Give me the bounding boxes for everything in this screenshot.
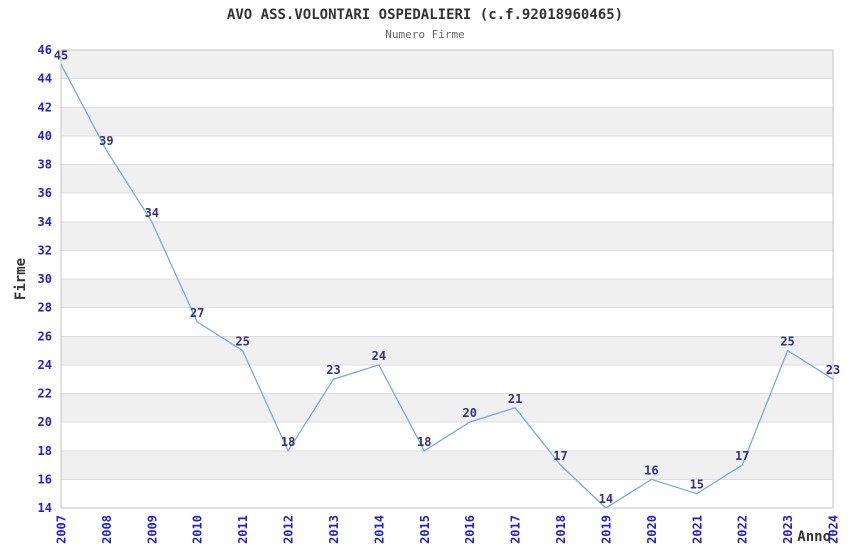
x-tick-label: 2016 [463,515,477,544]
grid-band [61,78,833,108]
y-tick-label: 22 [38,387,52,401]
grid-band [61,164,833,194]
grid-band [61,107,833,136]
data-point-label: 34 [145,206,159,220]
data-point-label: 24 [372,349,386,363]
x-tick-label: 2013 [327,515,341,544]
y-tick-label: 20 [38,415,52,429]
grid-band [61,479,833,508]
grid-band [61,221,833,251]
x-tick-label: 2022 [736,515,750,544]
x-tick-label: 2008 [100,515,114,544]
plot-border [60,49,834,509]
y-tick-label: 26 [38,329,52,343]
data-point-label: 20 [462,406,476,420]
grid-band [61,135,833,165]
data-point-label: 25 [235,335,249,349]
x-tick-label: 2019 [599,515,613,544]
x-tick-label: 2024 [827,515,841,544]
data-point-label: 25 [780,335,794,349]
grid-band [61,393,833,423]
x-tick-label: 2014 [372,515,386,544]
y-tick-label: 30 [38,272,52,286]
grid-band [61,336,833,365]
y-tick-label: 34 [38,215,52,229]
y-tick-label: 18 [38,444,52,458]
y-tick-label: 44 [38,72,52,86]
x-tick-label: 2009 [145,515,159,544]
y-tick-label: 28 [38,301,52,315]
x-tick-label: 2007 [55,515,69,544]
chart-subtitle: Numero Firme [385,28,465,41]
data-point-label: 39 [99,134,113,148]
grid-band [61,364,833,394]
grid-band [61,50,833,79]
x-tick-label: 2021 [690,515,704,544]
chart-title: AVO ASS.VOLONTARI OSPEDALIERI (c.f.92018… [226,7,624,23]
x-tick-label: 2017 [509,515,523,544]
y-tick-label: 36 [38,186,52,200]
y-tick-label: 32 [38,243,52,257]
data-point-label: 17 [735,449,749,463]
x-tick-label: 2015 [418,515,432,544]
y-tick-label: 46 [38,43,52,57]
y-tick-label: 14 [38,501,52,515]
x-tick-label: 2012 [282,515,296,544]
data-point-label: 23 [326,363,340,377]
data-point-label: 14 [599,492,613,506]
grid-band [61,279,833,308]
y-tick-label: 38 [38,158,52,172]
grid-band [61,450,833,480]
data-point-label: 45 [54,48,68,62]
grid-band [61,307,833,337]
x-tick-label: 2010 [191,515,205,544]
series-line [60,63,834,509]
data-point-label: 15 [690,478,704,492]
data-point-label: 27 [190,306,204,320]
y-tick-label: 24 [38,358,52,372]
x-tick-label: 2011 [236,515,250,544]
x-tick-label: 2023 [781,515,795,544]
x-tick-label: 2018 [554,515,568,544]
data-point-label: 23 [826,363,840,377]
y-axis-label: Firme [13,258,29,300]
y-tick-label: 40 [38,129,52,143]
data-point-label: 18 [417,435,431,449]
grid-band [61,193,833,222]
data-point-label: 18 [281,435,295,449]
data-point-label: 16 [644,463,658,477]
data-point-label: 21 [508,392,522,406]
y-tick-label: 16 [38,472,52,486]
x-tick-label: 2020 [645,515,659,544]
y-tick-label: 42 [38,100,52,114]
x-axis-label: Anno [797,529,831,545]
data-point-label: 17 [553,449,567,463]
grid-band [61,250,833,279]
